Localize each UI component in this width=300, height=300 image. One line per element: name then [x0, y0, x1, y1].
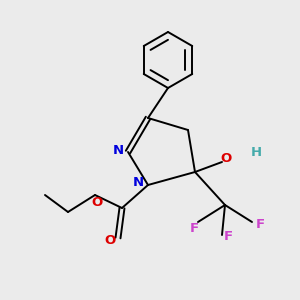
Text: O: O	[92, 196, 103, 209]
Text: O: O	[104, 233, 116, 247]
Text: H: H	[250, 146, 262, 160]
Text: N: N	[132, 176, 144, 190]
Text: F: F	[224, 230, 232, 244]
Text: O: O	[220, 152, 232, 164]
Text: F: F	[255, 218, 265, 230]
Text: F: F	[189, 221, 199, 235]
Text: N: N	[112, 143, 124, 157]
